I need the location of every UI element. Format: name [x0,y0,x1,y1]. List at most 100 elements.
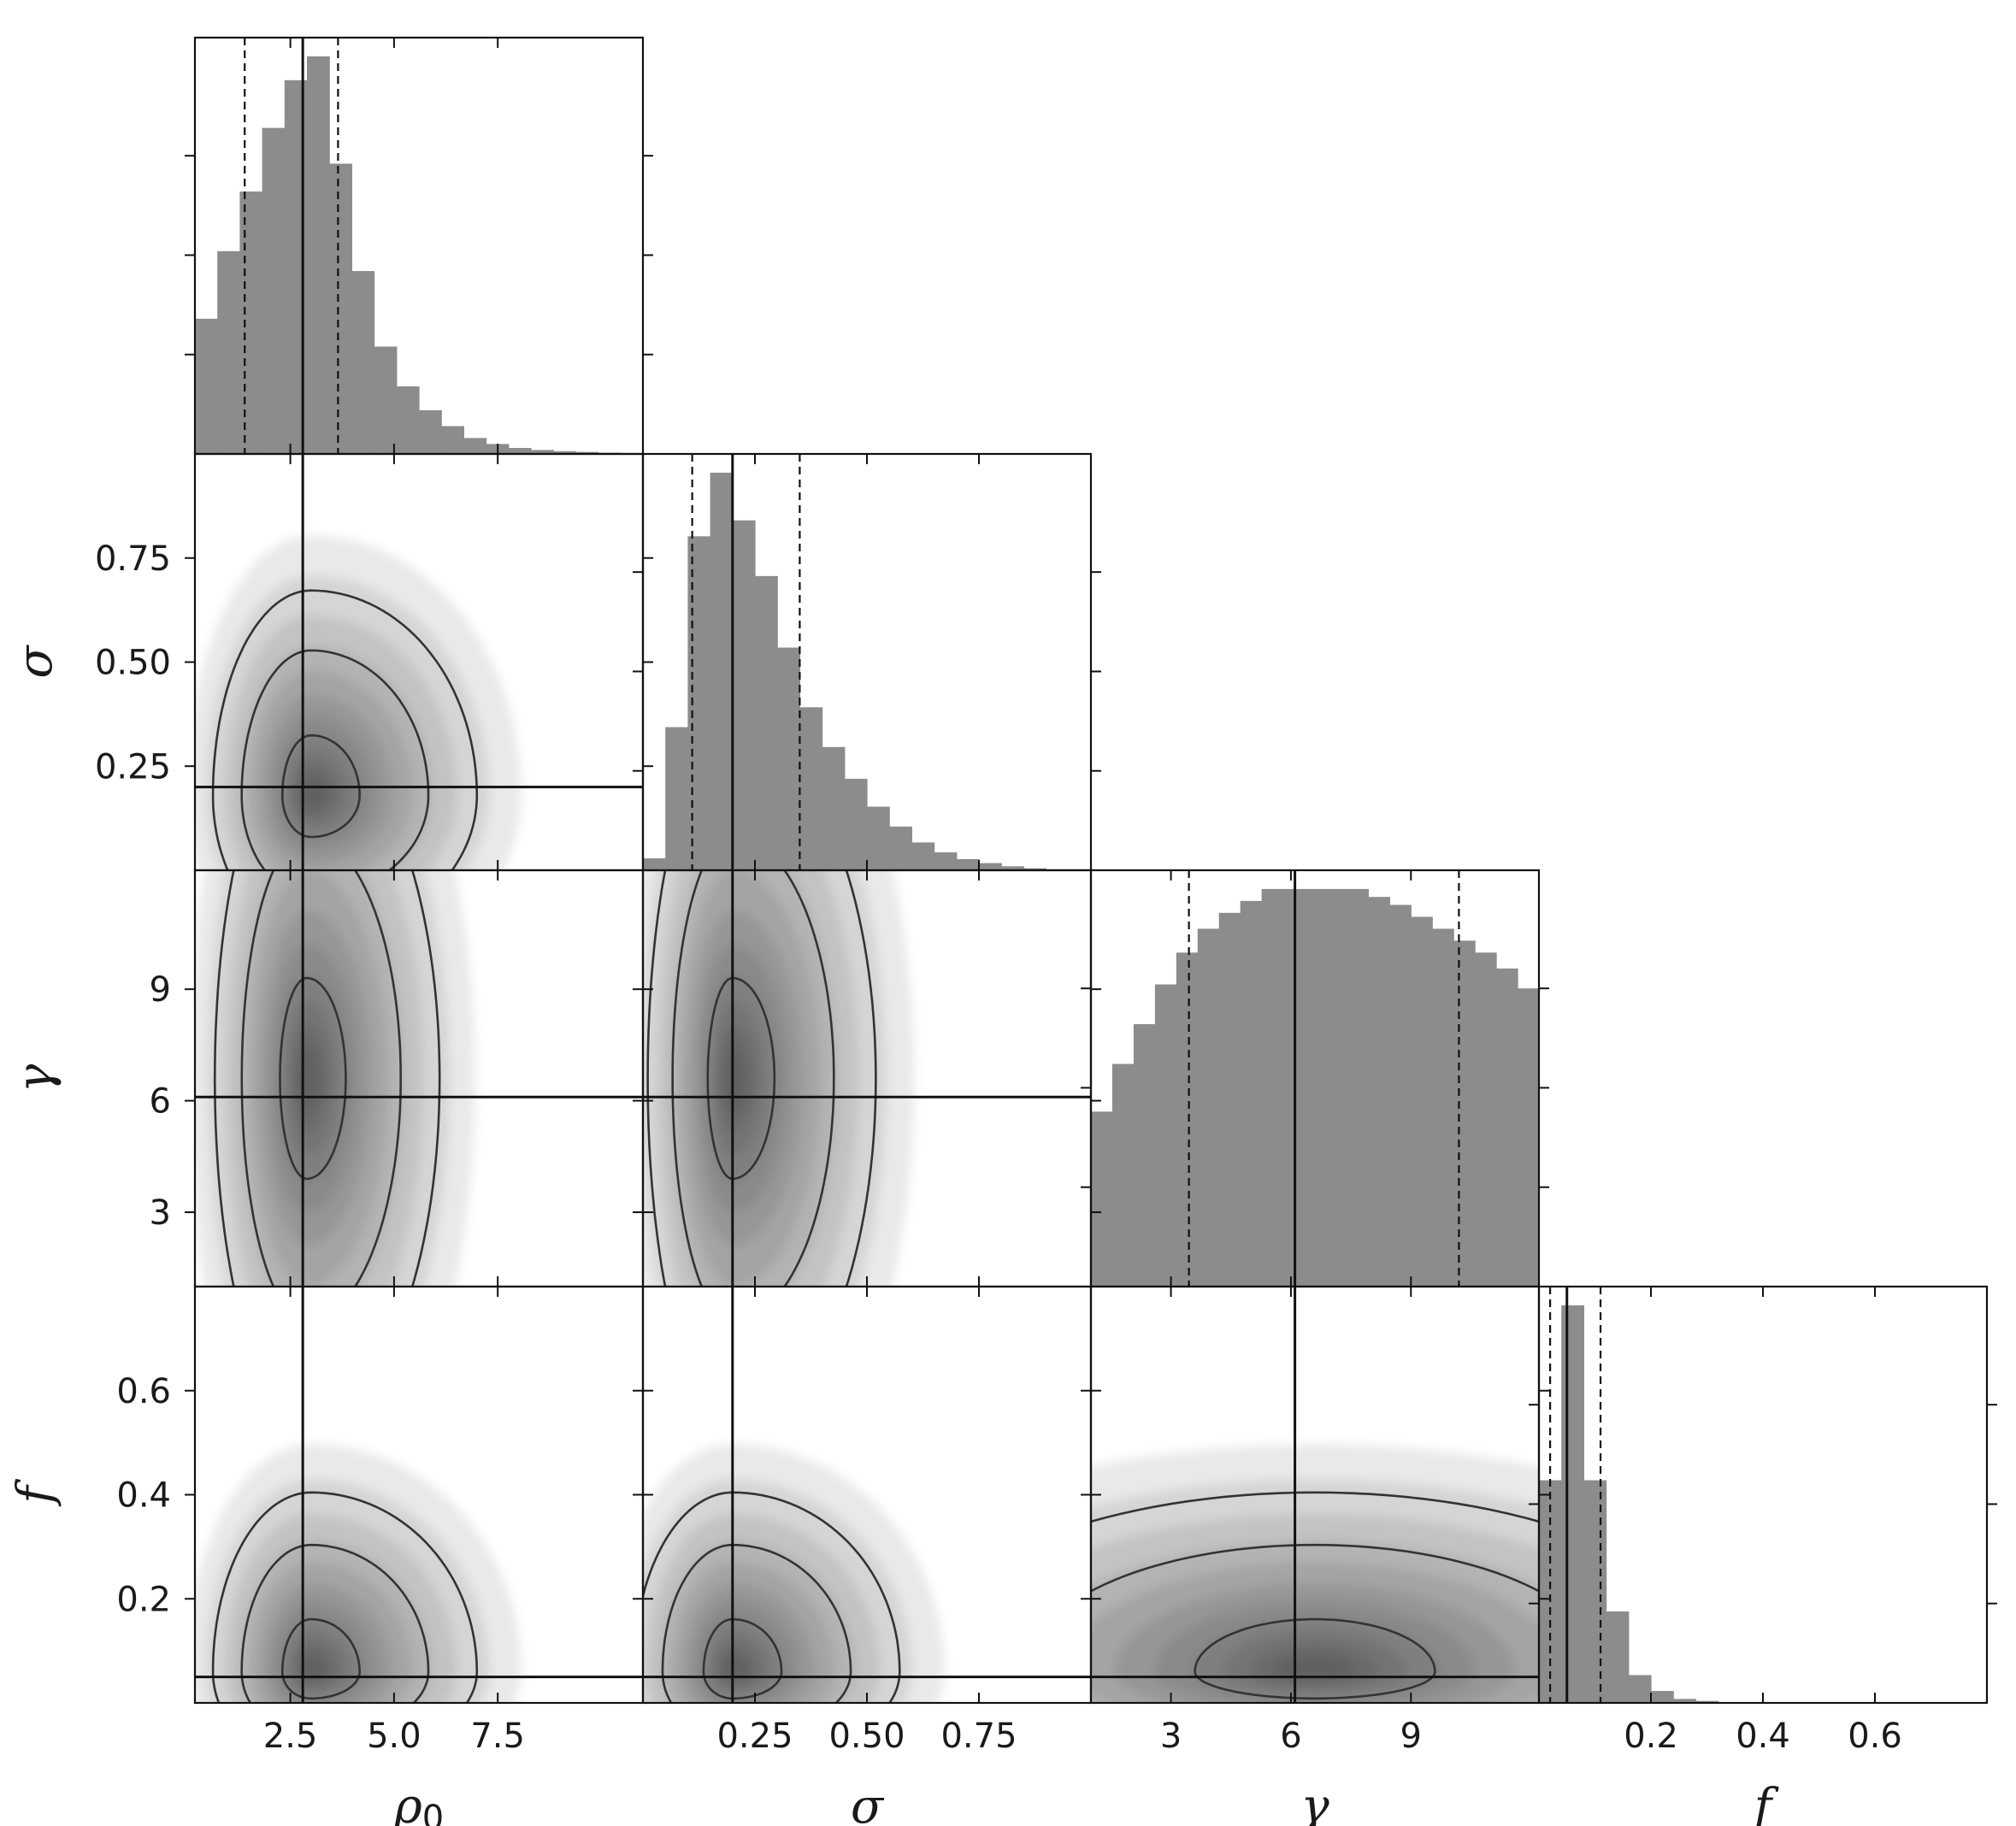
x-tick-label: 0.6 [1848,1717,1902,1756]
histogram-bar [351,271,375,454]
histogram-bar [867,806,890,870]
histogram-bar [1453,940,1476,1287]
density-level [724,1045,747,1112]
histogram-bar [889,826,912,870]
contour-line [646,870,877,1287]
histogram-bar [1389,904,1412,1287]
y-tick-label: 9 [150,970,171,1010]
contour-line [1091,1491,1539,1523]
contour-line [706,976,776,1181]
y-tick-label: 6 [150,1082,171,1122]
x-tick-label: 6 [1280,1717,1301,1756]
histogram-bar [1475,952,1497,1287]
y-tick-label: 0.25 [95,747,171,786]
histogram-bar [1304,888,1327,1287]
histogram-gamma [1091,870,1539,1287]
density-f-vs-gamma [1091,1287,1539,1703]
x-axis-label-sigma: σ [851,1779,885,1826]
histogram-bar [531,450,554,454]
density-fill [195,870,475,1287]
histogram-bar [1091,1111,1113,1287]
histogram-bar [217,250,240,454]
contour-line [213,870,441,1287]
histogram-bar [553,451,576,454]
y-tick-label: 0.6 [116,1372,171,1411]
histogram-bar [934,852,958,870]
histogram-bar [844,779,868,870]
histogram-bar [508,448,532,454]
histogram-bar [1496,968,1518,1287]
x-tick-label: 0.75 [940,1717,1017,1756]
histogram-bar [1628,1675,1652,1703]
contour-line [279,976,347,1181]
histogram-bar [956,858,980,870]
contour-line [211,589,479,870]
histogram-bar [643,858,666,870]
x-tick-label: 0.25 [716,1717,793,1756]
y-tick-label: 0.75 [95,539,171,579]
x-tick-label: 3 [1160,1717,1182,1756]
density-gamma-vs-sigma [643,870,1091,1287]
contour-line [211,1491,479,1703]
contour-line [702,1617,783,1700]
histogram-bar [1368,897,1390,1287]
x-tick-label: 2.5 [263,1717,318,1756]
histogram-bar [1673,1699,1696,1703]
contour-line [240,649,430,870]
histogram-sigma [643,454,1091,870]
histogram-bar [396,386,420,454]
histogram-bar [1325,888,1348,1287]
histogram-bar [262,127,286,454]
x-tick-label: 9 [1400,1717,1422,1756]
histogram-bar [329,163,352,454]
contour-line [1194,1617,1436,1700]
histogram-bar [1133,1024,1156,1287]
histogram-bar [1651,1691,1674,1703]
x-tick-label: 5.0 [367,1717,421,1756]
histogram-bar [1606,1611,1630,1703]
histogram-bar [1197,928,1220,1287]
histogram-bar [575,451,599,454]
axis-label-subscript: 0 [422,1799,444,1826]
x-tick-label: 0.50 [828,1717,905,1756]
contour-line [240,870,403,1287]
histogram-bar [1218,912,1241,1287]
contour-line [281,1617,361,1700]
histogram-bar [799,707,823,870]
histogram-bar [1695,1700,1719,1703]
histogram-bar [1432,928,1454,1287]
histogram-bar [979,863,1002,870]
x-tick-label: 7.5 [470,1717,525,1756]
histogram-bar [687,536,711,870]
contour-line [1091,1543,1539,1593]
histogram-bar [419,409,442,454]
histogram-bar [441,426,464,454]
histogram-bar [822,746,846,870]
density-level [301,1654,327,1681]
x-tick-label: 0.2 [1624,1717,1678,1756]
histogram-rho0 [195,38,643,454]
x-axis-label-rho0: ρ0 [393,1779,444,1826]
contour-line [281,733,361,839]
contour-line [240,1543,430,1703]
histogram-bar [1023,868,1047,870]
histogram-bar [1411,916,1433,1287]
y-axis-label-sigma: σ [8,645,63,679]
histogram-bar [195,318,218,454]
histogram-bar [463,438,487,454]
histogram-bar [1561,1305,1584,1703]
histogram-bar [732,520,756,870]
histogram-bar [777,647,800,870]
density-fill [643,870,915,1287]
histogram-bar [1240,900,1263,1287]
density-f-vs-rho0 [195,1287,643,1703]
y-tick-label: 3 [150,1193,171,1233]
density-gamma-vs-rho0 [195,870,643,1287]
contour-line [671,870,835,1287]
density-level [301,775,327,810]
histogram-bar [239,191,263,454]
histogram-bar [1176,952,1199,1287]
contour-line [661,1543,852,1703]
histogram-bar [1347,888,1369,1287]
